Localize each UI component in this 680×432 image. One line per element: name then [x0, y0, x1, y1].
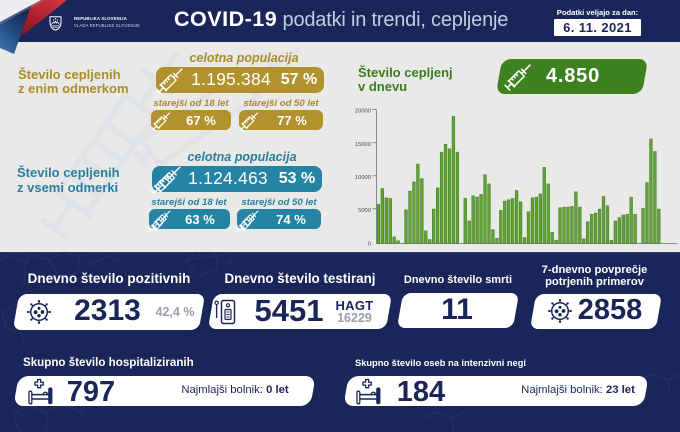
svg-text:20000: 20000	[355, 109, 371, 115]
svg-text:5000: 5000	[358, 208, 371, 214]
svg-text:15000: 15000	[355, 142, 371, 148]
svg-text:0: 0	[368, 242, 371, 248]
svg-text:10000: 10000	[355, 175, 371, 181]
